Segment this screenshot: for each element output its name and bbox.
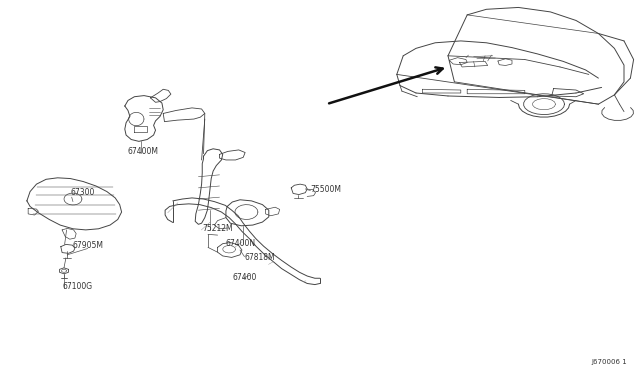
Text: 67400M: 67400M	[128, 147, 159, 156]
Text: 67905M: 67905M	[73, 241, 104, 250]
Text: 67818M: 67818M	[244, 253, 275, 262]
Text: 75500M: 75500M	[310, 185, 341, 193]
Text: 75212M: 75212M	[202, 224, 233, 232]
Text: 67400: 67400	[232, 273, 257, 282]
Text: 67100G: 67100G	[63, 282, 93, 291]
Text: 67300: 67300	[70, 188, 95, 197]
Text: 67400N: 67400N	[226, 238, 256, 247]
Text: J670006 1: J670006 1	[591, 359, 627, 365]
